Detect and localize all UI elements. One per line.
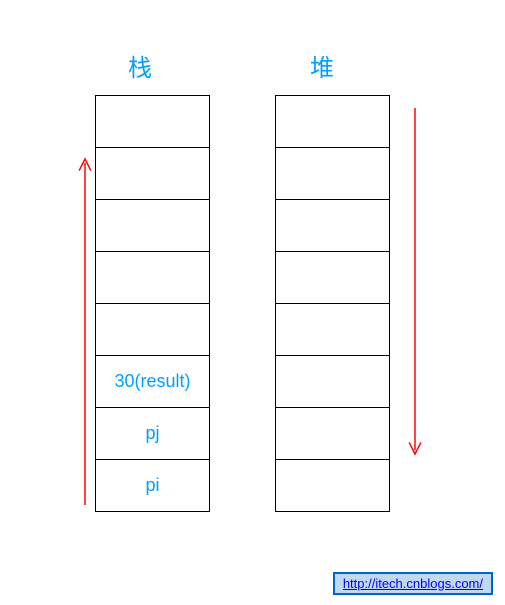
stack-cell-text: pj: [145, 423, 159, 444]
heap-cell: [275, 303, 390, 356]
heap-cell: [275, 355, 390, 408]
stack-arrow-up: [75, 155, 95, 505]
heap-column: [275, 95, 390, 512]
stack-cell: [95, 147, 210, 200]
footer-url-link[interactable]: http://itech.cnblogs.com/: [333, 572, 493, 595]
stack-cell: 30(result): [95, 355, 210, 408]
stack-cell: [95, 199, 210, 252]
stack-cell: [95, 251, 210, 304]
stack-cell: [95, 303, 210, 356]
stack-column: 30(result) pj pi: [95, 95, 210, 512]
heap-arrow-down: [405, 108, 425, 458]
heap-title: 堆: [310, 48, 334, 83]
heap-cell: [275, 147, 390, 200]
stack-cell: pi: [95, 459, 210, 512]
heap-cell: [275, 199, 390, 252]
stack-title: 栈: [128, 48, 152, 83]
heap-cell: [275, 407, 390, 460]
heap-cell: [275, 95, 390, 148]
stack-cell: pj: [95, 407, 210, 460]
heap-cell: [275, 251, 390, 304]
heap-cell: [275, 459, 390, 512]
stack-cell-text: 30(result): [114, 371, 190, 392]
stack-cell-text: pi: [145, 475, 159, 496]
stack-cell: [95, 95, 210, 148]
